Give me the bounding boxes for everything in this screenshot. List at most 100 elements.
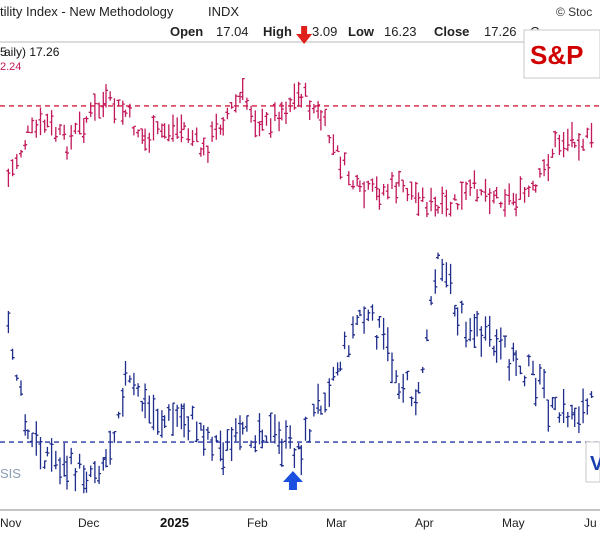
red-series-bar	[514, 193, 519, 217]
red-series-bar	[546, 154, 551, 182]
blue-series-bar	[570, 404, 574, 420]
red-series-bar	[537, 168, 542, 178]
blue-series-bar	[327, 378, 332, 407]
red-series-bar	[459, 181, 464, 210]
red-series-bar	[225, 107, 230, 120]
red-series-bar	[413, 181, 418, 204]
red-series-bar	[23, 140, 28, 150]
blue-series-bar	[210, 436, 215, 461]
red-series-bar	[318, 109, 323, 131]
red-series-bar	[221, 117, 226, 136]
red-series-bar	[92, 93, 97, 121]
blue-series-bar	[483, 316, 488, 341]
red-series-bar	[370, 178, 375, 192]
blue-series-bar	[284, 420, 288, 449]
red-series-bar	[123, 109, 128, 117]
red-series-bar	[377, 188, 382, 210]
red-series-bar	[572, 141, 577, 148]
red-series-bar	[479, 189, 484, 196]
blue-series-bar	[233, 418, 238, 442]
blue-series-bar	[92, 461, 97, 484]
red-series-bar	[62, 124, 67, 140]
red-series-bar	[557, 134, 562, 156]
red-series-bar	[25, 125, 30, 134]
red-series-bar	[272, 102, 277, 121]
open-label: Open	[170, 24, 203, 39]
blue-series-bar	[238, 415, 242, 451]
blue-series-bar	[464, 321, 468, 348]
blue-series-bar	[108, 430, 113, 465]
red-series-bar	[136, 129, 141, 138]
blue-series-bar	[351, 316, 355, 339]
blue-series-bar	[218, 430, 223, 462]
red-series-bar	[179, 114, 184, 143]
v-logo: V	[585, 441, 600, 483]
blue-series-bar	[179, 403, 184, 430]
blue-series-bar	[136, 383, 141, 397]
blue-series-bar	[355, 315, 360, 325]
red-series-bar	[581, 138, 586, 151]
red-series-bar	[381, 184, 386, 196]
blue-series-bar	[498, 327, 503, 360]
red-series-bar	[464, 181, 468, 200]
blue-series-bar	[10, 348, 15, 360]
blue-series-bar	[494, 329, 499, 363]
red-series-bar	[531, 180, 535, 191]
blue-series-bar	[101, 457, 106, 471]
low-label: Low	[348, 24, 375, 39]
red-series-bar	[260, 108, 265, 131]
red-series-bar	[101, 91, 106, 118]
red-series-bar	[533, 184, 538, 193]
blue-series-bar	[459, 300, 464, 314]
red-series-bar	[147, 132, 152, 153]
red-series-bar	[229, 102, 234, 109]
blue-series-bar	[143, 383, 148, 419]
blue-series-bar	[190, 405, 195, 420]
red-series-bar	[264, 112, 269, 126]
blue-series-bar	[166, 404, 171, 421]
red-series-bar	[143, 128, 148, 151]
blue-series-bar	[452, 304, 457, 317]
red-series-bar	[205, 145, 210, 163]
blue-series-bar	[14, 374, 19, 381]
blue-series-bar	[162, 415, 167, 428]
red-series-bar	[565, 128, 570, 152]
red-series-bar	[175, 117, 180, 139]
red-series-bar	[424, 202, 429, 218]
blue-series-bar	[151, 394, 156, 431]
red-series-bar	[299, 93, 304, 108]
legend-daily: aily) 17.26	[4, 45, 60, 59]
red-series-bar	[342, 152, 347, 166]
red-series-bar	[53, 127, 58, 142]
red-series-bar	[472, 170, 477, 189]
blue-series-bar	[553, 396, 558, 411]
svg-text:S&P: S&P	[530, 40, 583, 70]
blue-series-bar	[62, 442, 67, 477]
blue-series-bar	[542, 369, 547, 399]
blue-series-bar	[244, 415, 249, 432]
blue-series-bar	[303, 416, 308, 441]
blue-series-bar	[362, 306, 367, 334]
blue-series-bar	[405, 370, 410, 381]
blue-series-bar	[522, 375, 527, 387]
blue-series-bar	[264, 435, 269, 443]
red-series-bar	[355, 174, 360, 187]
blue-series-bar	[311, 403, 316, 417]
blue-series-bar	[374, 335, 379, 350]
blue-series-bar	[433, 269, 438, 294]
blue-series-bar	[357, 309, 362, 317]
blue-series-bar	[572, 407, 577, 427]
blue-series-bar	[424, 329, 429, 342]
blue-series-bar	[19, 380, 23, 396]
blue-series-bar	[58, 457, 62, 485]
red-series-bar	[108, 91, 113, 101]
red-series-bar	[166, 124, 171, 142]
blue-series-bar	[557, 412, 562, 423]
blue-series-bar	[420, 366, 425, 373]
red-series-bar	[385, 183, 390, 200]
blue-series-bar	[507, 359, 512, 381]
red-series-bar	[440, 186, 445, 215]
red-series-bar	[561, 132, 566, 158]
blue-series-bar	[53, 450, 58, 470]
